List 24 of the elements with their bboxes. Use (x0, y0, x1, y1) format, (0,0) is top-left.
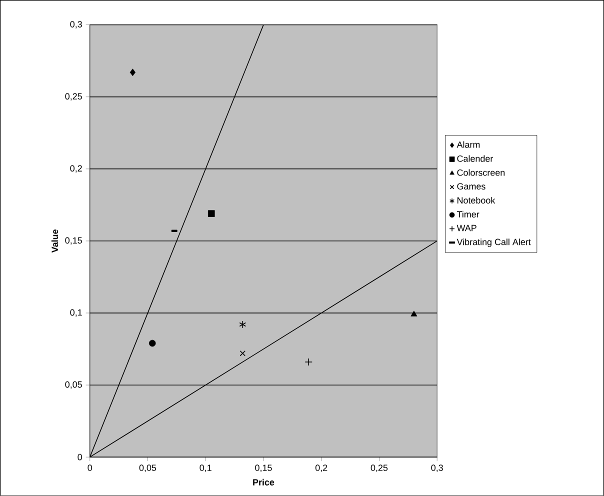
y-axis-title: Value (51, 230, 58, 253)
x-axis-title: Price (253, 478, 274, 486)
y-tick-label: 0,1 (70, 309, 82, 317)
legend-label: Notebook (457, 196, 496, 204)
x-tick-label: 0,3 (431, 464, 443, 472)
x-tick-label: 0,25 (370, 464, 388, 472)
legend-label: Alarm (456, 141, 480, 148)
legend-label: WAP (456, 224, 476, 232)
legend-label: Vibrating Call Alert (456, 238, 531, 247)
y-tick-label: 0 (78, 454, 82, 460)
x-tick-label: 0,15 (255, 464, 272, 472)
x-tick-label: 0,1 (200, 464, 212, 472)
x-tick-label: 0 (88, 464, 92, 472)
x-tick-label: 0,05 (139, 464, 156, 472)
legend-label: Games (457, 183, 486, 190)
legend-label: Calender (457, 155, 494, 162)
y-tick-label: 0,15 (65, 237, 82, 245)
legend-label: Timer (456, 210, 480, 218)
y-tick-label: 0,3 (70, 21, 82, 29)
y-tick-label: 0,2 (70, 165, 82, 173)
y-tick-label: 0,05 (65, 381, 82, 389)
y-tick-label: 0,25 (65, 93, 82, 101)
legend-label: Colorscreen (457, 169, 505, 176)
x-tick-label: 0,2 (315, 464, 328, 472)
